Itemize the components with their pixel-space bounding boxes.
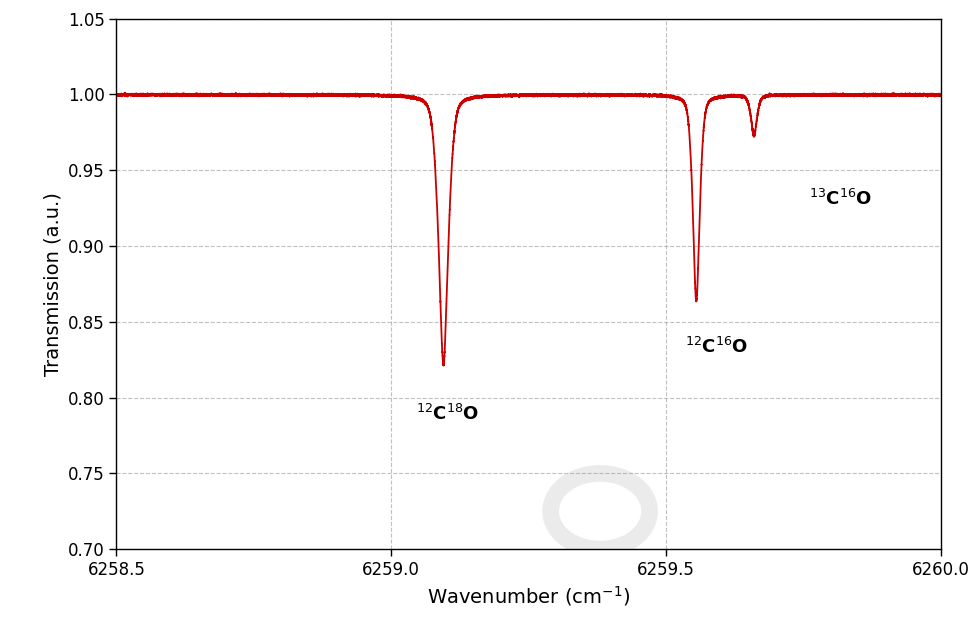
X-axis label: Wavenumber (cm$^{-1}$): Wavenumber (cm$^{-1}$) (426, 585, 630, 608)
Y-axis label: Transmission (a.u.): Transmission (a.u.) (43, 192, 62, 376)
Text: $^{13}$C$^{16}$O: $^{13}$C$^{16}$O (808, 188, 871, 208)
Text: $^{12}$C$^{18}$O: $^{12}$C$^{18}$O (416, 404, 479, 424)
Text: $^{12}$C$^{16}$O: $^{12}$C$^{16}$O (684, 337, 747, 357)
